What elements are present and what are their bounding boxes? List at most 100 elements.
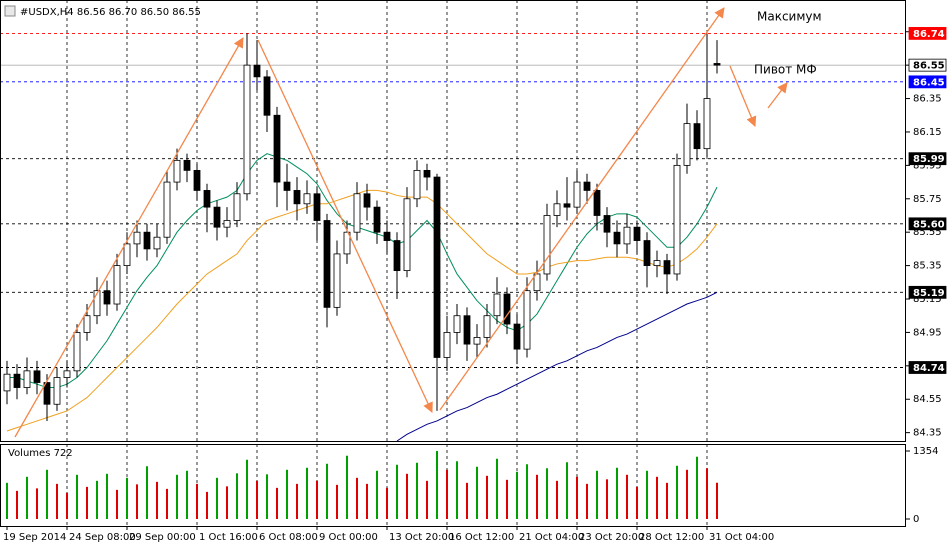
x-tick-label: 29 Sep 00:00	[129, 532, 196, 543]
candle-body	[393, 240, 401, 272]
level-box	[908, 285, 947, 299]
candle-body	[553, 203, 561, 216]
candle-body	[713, 63, 721, 66]
candle-body	[693, 123, 701, 150]
y-tick-label: 84.95	[913, 327, 942, 338]
candle-body	[583, 181, 591, 191]
x-tick-label: 19 Sep 2014	[3, 532, 66, 543]
arrow	[729, 65, 757, 127]
candle-body	[333, 253, 341, 308]
candle-body	[503, 293, 511, 325]
x-tick-label: 13 Oct 20:00	[389, 532, 454, 543]
candle-body	[533, 273, 541, 292]
candle-body	[223, 220, 231, 228]
level-label: 86.74	[913, 29, 945, 40]
candle-body	[603, 215, 611, 233]
y-tick-label: 0	[913, 514, 919, 525]
level-label: 85.19	[913, 288, 945, 299]
candle-body	[563, 203, 571, 208]
candle-body	[463, 315, 471, 345]
candle-body	[23, 370, 31, 388]
candle-body	[433, 176, 441, 358]
candle-body	[633, 226, 641, 241]
candle-body	[383, 231, 391, 241]
candle-body	[173, 159, 181, 183]
y-tick-label: 86.35	[913, 94, 942, 105]
plot-layer	[0, 0, 906, 526]
level-label: 86.45	[913, 77, 945, 88]
candle-body	[343, 231, 351, 255]
candle-body	[303, 193, 311, 205]
candle-body	[443, 332, 451, 358]
moving-average	[6, 189, 718, 432]
candle-body	[53, 377, 61, 405]
candle-body	[403, 198, 411, 272]
price-panel-border	[0, 0, 906, 442]
candle-body	[513, 323, 521, 350]
candle-body	[163, 181, 171, 238]
x-tick-label: 6 Oct 08:00	[259, 532, 318, 543]
candle-body	[663, 260, 671, 275]
candle-body	[593, 190, 601, 216]
y-tick-label: 84.35	[913, 428, 942, 439]
candle-body	[83, 315, 91, 333]
x-tick-label: 31 Oct 04:00	[709, 532, 774, 543]
y-tick-label: 86.15	[913, 127, 942, 138]
arrow	[767, 82, 788, 109]
candle-body	[523, 290, 531, 350]
candle-body	[73, 332, 81, 372]
arrow	[257, 39, 433, 413]
chart-title: #USDX,H4 86.56 86.70 86.50 86.55	[20, 7, 201, 18]
moving-average	[396, 291, 718, 442]
arrow	[14, 37, 244, 438]
candle-body	[473, 337, 481, 345]
candle-body	[183, 159, 191, 171]
candle-body	[273, 114, 281, 183]
candle-body	[623, 226, 631, 245]
level-label: 85.60	[913, 219, 945, 230]
candle-body	[143, 231, 151, 250]
candle-body	[373, 206, 381, 233]
candle-body	[93, 290, 101, 317]
y-tick-label: 85.75	[913, 194, 942, 205]
level-label: 84.74	[913, 363, 945, 374]
arrow	[439, 7, 725, 411]
candle-body	[193, 169, 201, 191]
level-box	[908, 217, 947, 231]
level-box	[908, 27, 947, 40]
volume-label: Volumes 722	[8, 448, 73, 459]
x-tick-label: 28 Oct 12:00	[639, 532, 704, 543]
candle-body	[703, 98, 711, 150]
candle-body	[43, 382, 51, 405]
candle-body	[573, 181, 581, 208]
candle-body	[153, 236, 161, 250]
annotation: Пивот МФ	[754, 63, 817, 77]
symbol-icon	[4, 5, 16, 17]
candle-body	[103, 290, 111, 305]
candle-body	[673, 164, 681, 275]
candle-body	[63, 370, 71, 378]
candle-body	[203, 190, 211, 208]
y-tick-label: 84.55	[913, 394, 942, 405]
trend-arrows	[14, 7, 788, 438]
candle-body	[113, 265, 121, 305]
candle-body	[413, 169, 421, 200]
candle-body	[363, 193, 371, 208]
candle-body	[323, 220, 331, 308]
y-tick-label: 85.55	[913, 227, 942, 238]
candle-body	[263, 76, 271, 116]
candle-body	[213, 206, 221, 228]
y-tick-label: 1354	[913, 446, 938, 457]
candle-body	[683, 123, 691, 166]
level-box	[908, 361, 947, 374]
candle-body	[423, 169, 431, 178]
candle-body	[13, 373, 21, 388]
y-tick-label: 85.95	[913, 160, 942, 171]
y-tick-label: 85.35	[913, 261, 942, 272]
level-box	[908, 152, 947, 166]
candle-body	[33, 370, 41, 383]
level-box	[908, 58, 947, 72]
